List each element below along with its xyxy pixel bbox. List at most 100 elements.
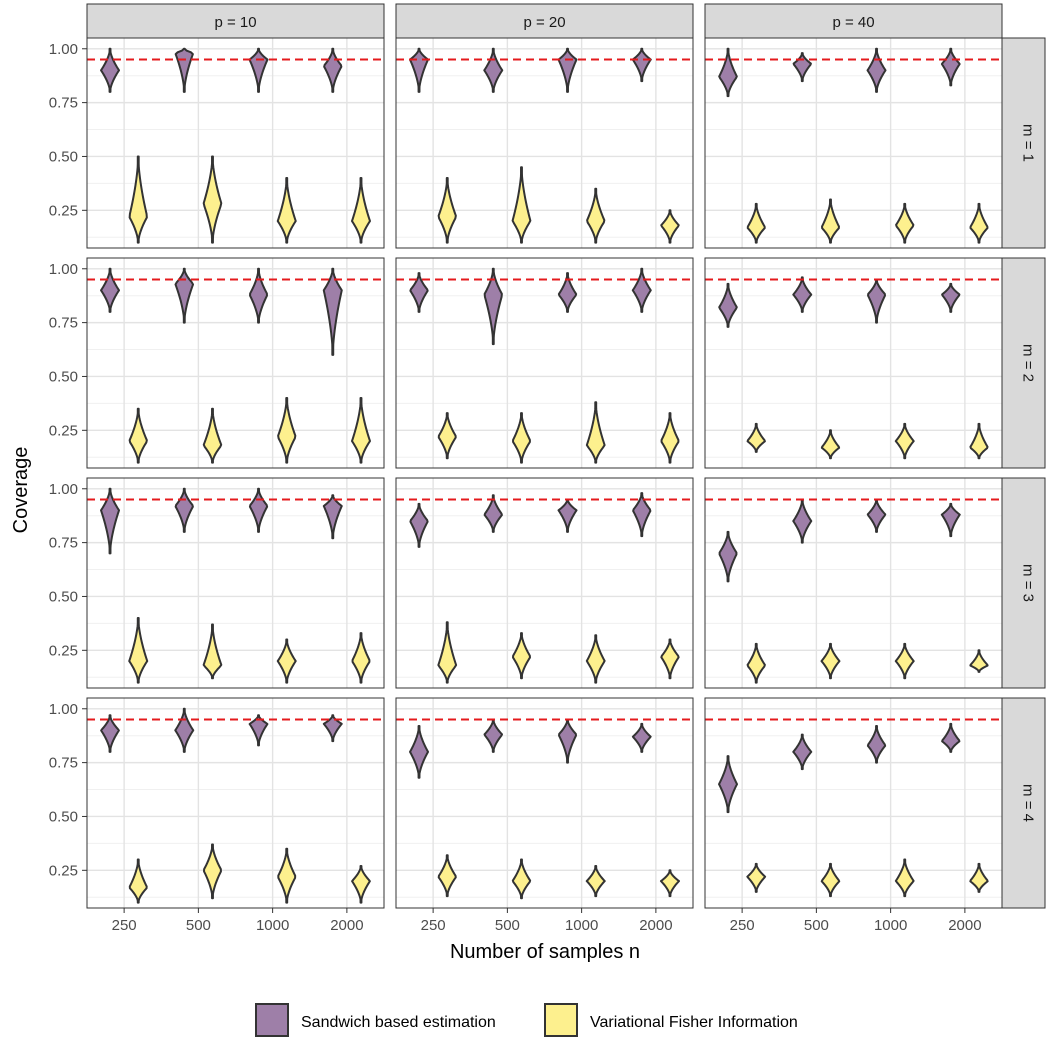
violin-sandwich: [941, 722, 961, 753]
violin-vfi: [746, 422, 766, 453]
violin-sandwich: [557, 498, 578, 533]
violin-vfi: [585, 634, 606, 684]
panel-background: [87, 698, 384, 908]
facet-panel: [704, 37, 1003, 249]
x-tick-label: 500: [186, 917, 211, 934]
violin-vfi: [660, 412, 680, 464]
panel-border: [86, 697, 385, 909]
y-tick-label: 1.00: [49, 481, 78, 498]
legend-key-sandwich: [255, 1003, 289, 1037]
violin-vfi: [351, 632, 371, 684]
panel-border: [86, 257, 385, 469]
violin-vfi: [202, 407, 223, 464]
y-axis-title: Coverage: [10, 447, 32, 534]
legend-label-sandwich: Sandwich based estimation: [301, 1014, 496, 1031]
violin-sandwich: [558, 718, 577, 764]
y-tick-label: 0.25: [49, 202, 78, 219]
violin-vfi: [351, 865, 371, 904]
x-tick-label: 2000: [330, 917, 363, 934]
violin-vfi: [276, 638, 297, 684]
violin-sandwich: [631, 722, 652, 753]
violin-sandwich: [631, 267, 652, 313]
x-tick-label: 2000: [639, 917, 672, 934]
violin-sandwich: [483, 267, 503, 346]
violin-vfi: [969, 862, 989, 893]
violin-vfi: [746, 862, 767, 893]
violin-sandwich: [718, 755, 739, 814]
legend: Sandwich based estimation Variational Fi…: [255, 1003, 798, 1037]
violin-sandwich: [248, 487, 269, 533]
violin-vfi: [746, 642, 766, 684]
violin-vfi: [659, 869, 680, 898]
y-tick-label: 0.50: [49, 368, 78, 385]
facet-panel: [395, 37, 694, 249]
violin-vfi: [202, 155, 223, 244]
y-tick-label: 1.00: [49, 701, 78, 718]
x-tick-label: 1000: [874, 917, 907, 934]
violin-sandwich: [557, 272, 578, 313]
y-tick-label: 0.75: [49, 535, 78, 552]
x-tick-label: 250: [730, 917, 755, 934]
violin-sandwich: [322, 267, 343, 356]
column-strip-label: p = 10: [214, 14, 256, 31]
violin-vfi: [511, 858, 532, 900]
violin-sandwich: [409, 725, 430, 779]
violin-vfi: [203, 843, 222, 900]
column-strip: [704, 3, 1003, 39]
violin-vfi: [512, 632, 531, 680]
violin-vfi: [585, 865, 606, 898]
violin-sandwich: [100, 47, 121, 93]
violin-vfi: [821, 198, 840, 244]
violin-sandwich: [322, 494, 343, 540]
panel-border: [86, 477, 385, 689]
y-tick-label: 0.50: [49, 588, 78, 605]
row-strip-label: m = 4: [1020, 784, 1037, 822]
violin-sandwich: [792, 276, 813, 313]
violin-sandwich: [100, 267, 121, 313]
violin-sandwich: [248, 714, 269, 747]
violin-sandwich: [718, 47, 738, 98]
violin-vfi: [437, 412, 457, 460]
x-tick-label: 500: [495, 917, 520, 934]
violin-sandwich: [483, 494, 503, 533]
y-tick-label: 0.75: [49, 95, 78, 112]
violin-vfi: [276, 177, 297, 244]
facet-panel: [86, 477, 385, 689]
x-tick-label: 2000: [948, 917, 981, 934]
violin-sandwich: [483, 47, 504, 93]
violin-sandwich: [483, 718, 504, 753]
violin-vfi: [277, 847, 297, 904]
violin-sandwich: [632, 492, 652, 538]
violin-sandwich: [792, 733, 813, 771]
violin-vfi: [202, 623, 223, 680]
violin-sandwich: [409, 502, 429, 548]
violin-vfi: [969, 202, 989, 244]
y-tick-label: 1.00: [49, 41, 78, 58]
violin-sandwich: [866, 498, 887, 533]
facet-panel: [86, 37, 385, 249]
y-tick-label: 0.25: [49, 862, 78, 879]
x-tick-label: 1000: [256, 917, 289, 934]
violin-vfi: [585, 401, 606, 464]
violin-vfi: [894, 422, 915, 460]
facet-panel: [395, 477, 694, 689]
violin-vfi: [660, 638, 680, 680]
violin-vfi: [511, 166, 532, 244]
violin-vfi: [969, 422, 989, 460]
row-strip: [1001, 697, 1046, 909]
row-strip: [1001, 37, 1046, 249]
violin-sandwich: [174, 707, 195, 753]
violin-sandwich: [174, 487, 194, 533]
facet-panel: [395, 257, 694, 469]
legend-key-vfi: [544, 1003, 578, 1037]
y-tick-label: 0.75: [49, 755, 78, 772]
column-strip-label: p = 20: [523, 14, 565, 31]
violin-sandwich: [940, 502, 961, 538]
y-tick-label: 0.50: [49, 148, 78, 165]
y-tick-label: 0.75: [49, 315, 78, 332]
violin-vfi: [128, 617, 149, 684]
panel-border: [395, 477, 694, 689]
y-tick-label: 0.25: [49, 422, 78, 439]
facet-panel: [704, 477, 1003, 689]
